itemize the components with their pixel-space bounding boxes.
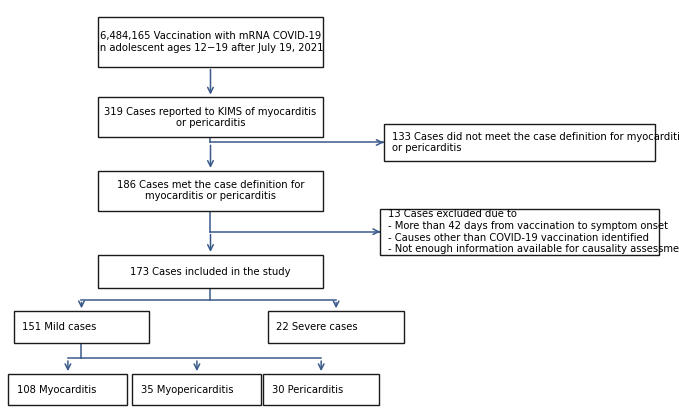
Text: 6,484,165 Vaccination with mRNA COVID-19
in adolescent ages 12−19 after July 19,: 6,484,165 Vaccination with mRNA COVID-19… [97, 31, 324, 53]
FancyBboxPatch shape [98, 171, 323, 210]
FancyBboxPatch shape [9, 374, 128, 406]
Text: 13 Cases excluded due to
- More than 42 days from vaccination to symptom onset
-: 13 Cases excluded due to - More than 42 … [388, 210, 679, 254]
FancyBboxPatch shape [98, 17, 323, 67]
FancyBboxPatch shape [14, 311, 149, 343]
Text: 151 Mild cases: 151 Mild cases [22, 322, 96, 332]
Text: 173 Cases included in the study: 173 Cases included in the study [130, 266, 291, 277]
Text: 22 Severe cases: 22 Severe cases [276, 322, 358, 332]
FancyBboxPatch shape [384, 124, 655, 161]
FancyBboxPatch shape [380, 209, 659, 255]
Text: 30 Pericarditis: 30 Pericarditis [272, 385, 343, 395]
FancyBboxPatch shape [268, 311, 404, 343]
Text: 35 Myopericarditis: 35 Myopericarditis [141, 385, 233, 395]
Text: 133 Cases did not meet the case definition for myocarditis
or pericarditis: 133 Cases did not meet the case definiti… [392, 132, 679, 153]
Text: 186 Cases met the case definition for
myocarditis or pericarditis: 186 Cases met the case definition for my… [117, 180, 304, 202]
Text: 108 Myocarditis: 108 Myocarditis [17, 385, 96, 395]
FancyBboxPatch shape [98, 255, 323, 288]
Text: 319 Cases reported to KIMS of myocarditis
or pericarditis: 319 Cases reported to KIMS of myocarditi… [105, 106, 316, 128]
FancyBboxPatch shape [263, 374, 379, 406]
FancyBboxPatch shape [132, 374, 261, 406]
FancyBboxPatch shape [98, 98, 323, 137]
